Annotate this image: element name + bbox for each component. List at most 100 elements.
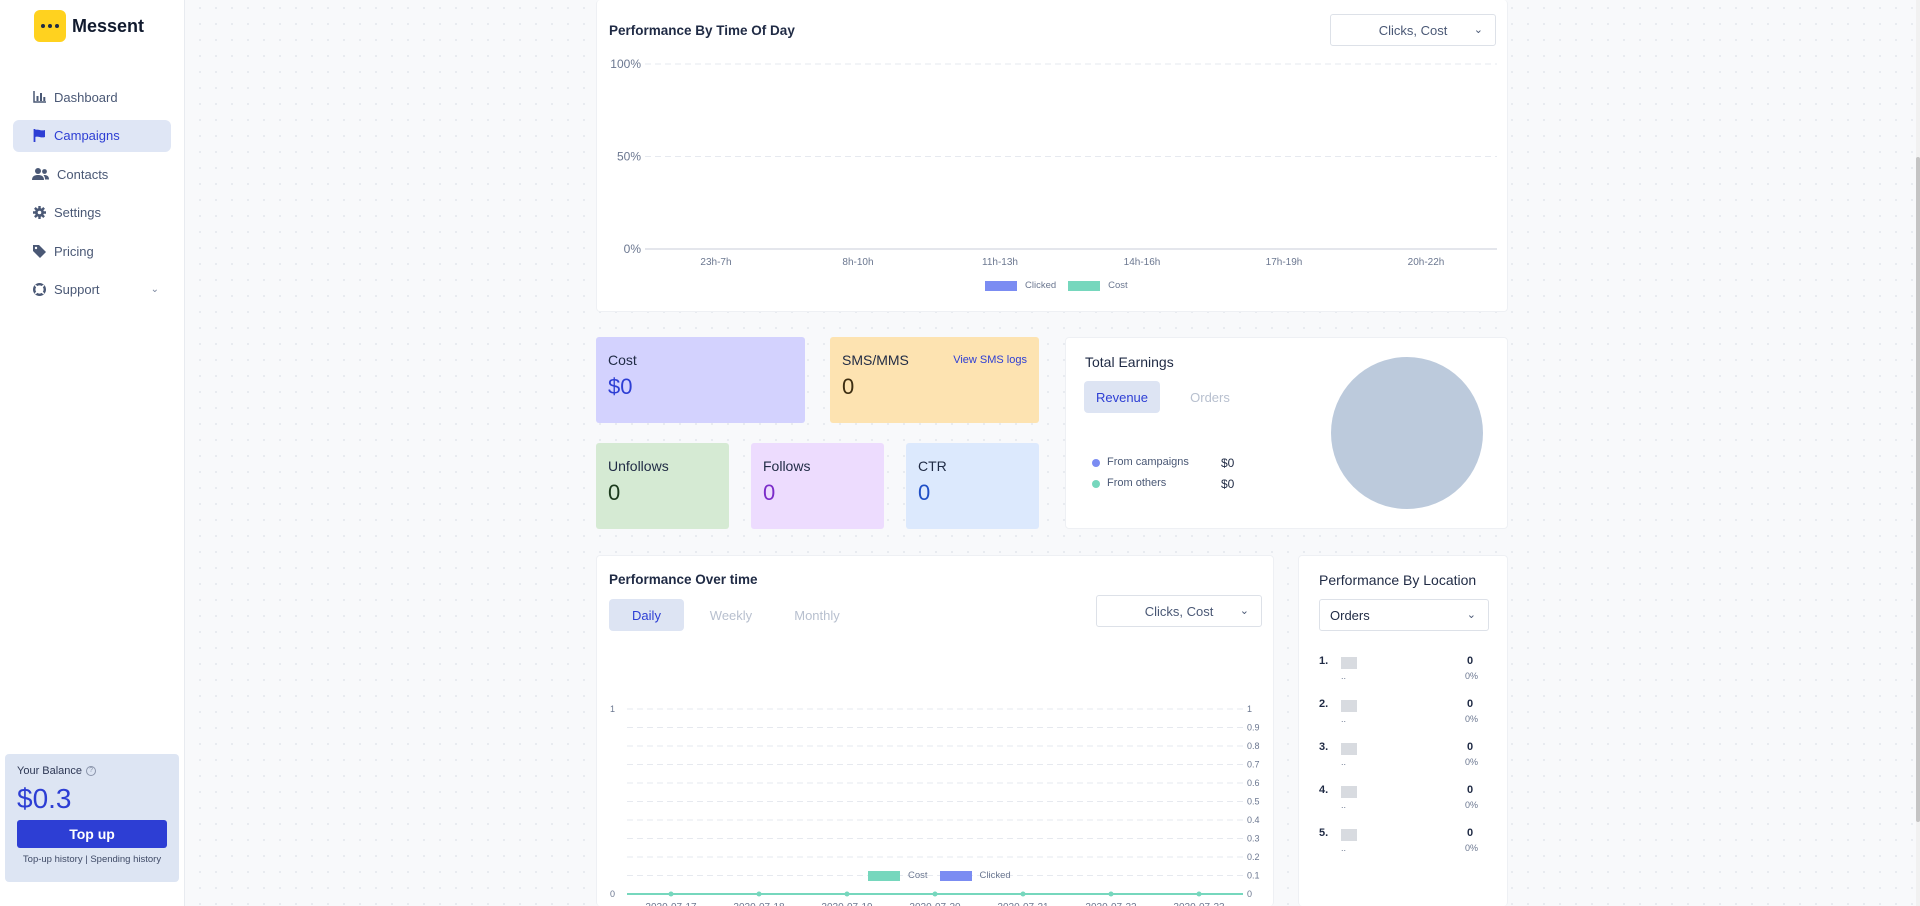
balance-label-row: Your Balance ? — [17, 765, 167, 777]
balance-amount: $0.3 — [17, 783, 72, 814]
help-icon[interactable]: ? — [86, 766, 97, 776]
time-of-day-card: Performance By Time Of Day Clicks, Cost … — [596, 0, 1508, 312]
list-item: 2... 0 0% — [1319, 698, 1489, 728]
y-left-tick-label: 1 — [610, 704, 615, 714]
location-name: .. — [1341, 714, 1347, 724]
y-right-tick-label: 0 — [1247, 889, 1252, 899]
list-item: 4... 0 0% — [1319, 784, 1489, 814]
y-right-tick-label: 0.8 — [1247, 741, 1260, 751]
list-item: 1... 0 0% — [1319, 655, 1489, 685]
x-tick-label: 8h-10h — [842, 257, 873, 268]
total-earnings-title: Total Earnings — [1085, 354, 1174, 370]
sidebar-item-settings[interactable]: Settings — [13, 197, 171, 229]
legend-row-campaigns: From campaigns $0 — [1092, 456, 1252, 477]
legend-label-campaigns: From campaigns — [1107, 456, 1189, 468]
sms-label: SMS/MMS — [842, 352, 909, 368]
location-name: .. — [1341, 843, 1347, 853]
sidebar-item-campaigns[interactable]: Campaigns — [13, 119, 171, 152]
sidebar-item-contacts[interactable]: Contacts — [13, 158, 171, 190]
flag-icon — [1341, 743, 1357, 755]
over-time-title: Performance Over time — [609, 572, 758, 587]
time-of-day-chart: 0% 50% 100% 23h-7h 8h-10h 11h-13h 14h-16h 17h-1… — [610, 57, 1497, 268]
legend-dot-others — [1092, 480, 1100, 488]
list-item: 5... 0 0% — [1319, 827, 1489, 857]
legend-label-cost: Cost — [908, 870, 928, 881]
legend-swatch-cost — [1068, 280, 1101, 291]
time-of-day-metric-select[interactable]: Clicks, Cost ⌄ — [1330, 14, 1496, 46]
sms-card: SMS/MMS 0 View SMS logs — [830, 337, 1039, 423]
sidebar-nav: Dashboard Campaigns Contacts Settings Pr… — [13, 81, 171, 312]
ctr-value: 0 — [918, 480, 931, 505]
follows-label: Follows — [763, 458, 811, 474]
flag-icon — [1341, 786, 1357, 798]
chevron-down-icon: ⌄ — [1239, 605, 1249, 617]
location-name: .. — [1341, 800, 1347, 810]
location-rank: 1. — [1319, 655, 1329, 667]
app-name: Messent — [72, 15, 145, 36]
total-earnings-card: Total Earnings Revenue Orders From campa… — [1065, 337, 1508, 529]
cost-label: Cost — [608, 352, 637, 368]
sidebar: Messent Dashboard Campaigns Contacts Set… — [0, 0, 185, 906]
location-metric-select[interactable]: Orders ⌄ — [1319, 599, 1489, 631]
sidebar-item-dashboard[interactable]: Dashboard — [13, 81, 171, 113]
y-tick-label: 0% — [624, 242, 642, 256]
location-value: 0 — [1467, 655, 1474, 667]
scrollbar-thumb[interactable] — [1916, 157, 1920, 822]
legend-dot-campaigns — [1092, 459, 1100, 467]
y-right-tick-label: 0.4 — [1247, 815, 1260, 825]
x-tick-label: 2020-07-23 — [1173, 902, 1225, 906]
sidebar-item-label: Settings — [54, 205, 101, 220]
x-tick-label: 2020-07-22 — [1085, 902, 1137, 906]
select-value: Orders — [1330, 607, 1370, 623]
sidebar-item-support[interactable]: Support ⌄ — [13, 274, 171, 306]
flag-icon — [32, 129, 46, 143]
cost-card: Cost $0 — [596, 337, 805, 423]
location-card: Performance By Location Orders ⌄ 1... 0 0%… — [1298, 555, 1508, 906]
over-time-card: Performance Over time Daily Weekly Month… — [596, 555, 1274, 906]
chart-legend: Clicked Cost — [985, 280, 1128, 291]
x-tick-label: 14h-16h — [1124, 257, 1161, 268]
top-up-button[interactable]: Top up — [17, 820, 167, 848]
y-tick-label: 100% — [610, 57, 641, 71]
x-tick-label: 20h-22h — [1408, 257, 1445, 268]
over-time-metric-select[interactable]: Clicks, Cost ⌄ — [1096, 595, 1262, 627]
data-point — [668, 891, 674, 897]
select-value: Clicks, Cost — [1144, 603, 1214, 619]
y-right-tick-label: 0.1 — [1247, 871, 1260, 881]
location-rank: 3. — [1319, 741, 1329, 753]
location-percent: 0% — [1465, 714, 1479, 724]
flag-icon — [1341, 700, 1357, 712]
flag-icon — [1341, 829, 1357, 841]
tab-monthly[interactable]: Monthly — [794, 607, 840, 623]
x-tick-label: 2020-07-18 — [733, 902, 785, 906]
tab-revenue[interactable]: Revenue — [1084, 381, 1160, 413]
sms-value: 0 — [842, 374, 855, 399]
location-name: .. — [1341, 671, 1347, 681]
data-point — [1020, 891, 1026, 897]
tab-weekly[interactable]: Weekly — [709, 607, 753, 623]
view-sms-logs-link[interactable]: View SMS logs — [953, 354, 1027, 366]
y-right-tick-label: 0.2 — [1247, 852, 1260, 862]
tab-orders[interactable]: Orders — [1190, 389, 1230, 405]
location-percent: 0% — [1465, 757, 1479, 767]
location-percent: 0% — [1465, 843, 1479, 853]
legend-value-campaigns: $0 — [1221, 456, 1235, 470]
logo[interactable]: Messent — [34, 10, 144, 42]
y-right-tick-label: 0.7 — [1247, 760, 1260, 770]
page-scrollbar[interactable] — [1916, 0, 1920, 906]
sidebar-item-label: Pricing — [54, 243, 94, 259]
logo-icon — [34, 10, 66, 42]
chart-legend: Cost Clicked — [868, 870, 1011, 881]
select-value: Clicks, Cost — [1378, 22, 1448, 38]
sidebar-item-label: Support — [54, 282, 100, 297]
balance-history-links[interactable]: Top-up history | Spending history — [22, 854, 162, 865]
tab-daily[interactable]: Daily — [609, 599, 684, 631]
ctr-label: CTR — [918, 458, 947, 474]
sidebar-item-pricing[interactable]: Pricing — [13, 235, 171, 267]
earnings-pie-chart — [1331, 357, 1483, 509]
chevron-down-icon[interactable]: ⌄ — [150, 284, 159, 295]
legend-label-cost: Cost — [1108, 280, 1128, 291]
location-value: 0 — [1467, 827, 1474, 839]
legend-value-others: $0 — [1221, 477, 1235, 491]
bar-chart-icon — [32, 90, 46, 104]
